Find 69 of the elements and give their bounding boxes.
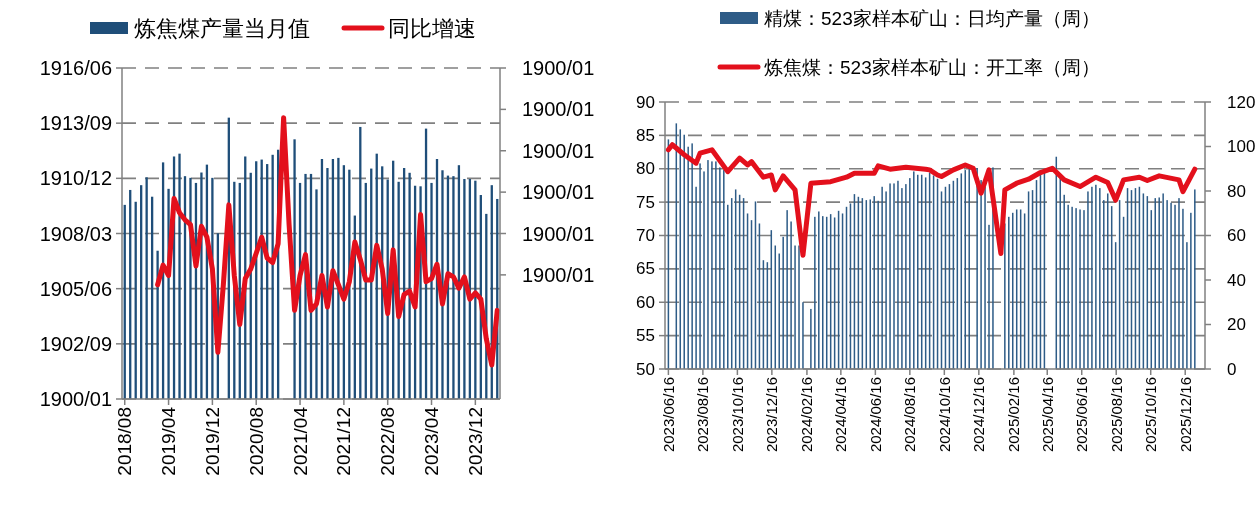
y-tick-label: 90	[636, 92, 655, 112]
text: 1916/06	[39, 57, 112, 79]
y-tick-label: 65	[636, 259, 655, 279]
y-tick-label: 55	[636, 326, 655, 346]
x-tick-label: 2024/06/16	[866, 377, 884, 453]
bar	[337, 157, 340, 399]
text: 1908/03	[39, 222, 112, 245]
text: 1900/01	[522, 139, 595, 162]
x-tick-label: 2025/10/16	[1142, 377, 1160, 453]
x-tick-label: 2021/04	[289, 406, 311, 476]
x-tick-label: 2025/04/16	[1038, 377, 1056, 453]
bar	[315, 189, 318, 399]
x-tick-label: 2024/02/16	[798, 377, 816, 453]
y2-tick-label: 0	[1227, 359, 1237, 379]
legend-label: 精煤：523家样本矿山：日均产量（周）	[764, 7, 1100, 29]
x-tick-label: 2018/08	[114, 407, 136, 476]
y2-tick-label: 100	[1227, 137, 1256, 156]
x-tick-label: 2020/08	[245, 407, 267, 476]
y-tick-label: 50	[636, 359, 655, 379]
y2-tick-label: 60	[1227, 226, 1246, 245]
x-tick-label: 2023/12/16	[763, 377, 781, 453]
x-tick-label: 2019/04	[158, 406, 180, 476]
y-tick-label: 60	[636, 292, 655, 312]
text: 1900/01	[522, 222, 595, 245]
y2-tick-label: 20	[1227, 315, 1246, 334]
text: 1900/01	[522, 57, 595, 79]
y2-tick-label: 40	[1227, 270, 1246, 290]
y2-tick-label: 120	[1227, 92, 1256, 112]
y-tick-label: 70	[636, 226, 655, 245]
x-tick-label: 2024/12/16	[970, 377, 988, 453]
y-tick-label: 85	[636, 125, 655, 145]
x-tick-label: 2025/08/16	[1107, 377, 1125, 453]
x-tick-label: 2024/04/16	[832, 377, 850, 453]
text: 1900/01	[522, 181, 595, 204]
bar	[178, 153, 181, 399]
x-tick-label: 2025/02/16	[1005, 377, 1023, 453]
x-tick-label: 2023/10/16	[728, 377, 746, 453]
x-tick-label: 2025/06/16	[1073, 377, 1091, 453]
text: 1905/06	[39, 277, 112, 300]
x-tick-label: 2024/10/16	[935, 377, 953, 453]
text: 1913/09	[39, 112, 112, 135]
x-tick-label: 2023/04	[421, 406, 443, 476]
bar	[463, 178, 466, 399]
bar	[326, 168, 329, 399]
x-tick-label: 2023/08/16	[694, 377, 712, 453]
text: 1902/09	[39, 332, 112, 355]
bar	[200, 172, 203, 399]
bar	[156, 250, 159, 399]
bar	[452, 176, 455, 399]
x-tick-label: 2025/12/16	[1176, 377, 1194, 453]
legend-label: 炼焦煤：523家样本矿山：开工率（周）	[764, 56, 1100, 78]
text: 1900/01	[522, 98, 595, 121]
text: 1910/12	[39, 167, 112, 190]
bar	[189, 177, 192, 399]
x-tick-label: 2022/08	[377, 407, 399, 476]
x-tick-label: 2021/12	[333, 407, 355, 476]
bar	[430, 182, 433, 399]
x-tick-label: 2019/12	[201, 407, 223, 476]
legend-label: 同比增速	[388, 15, 476, 41]
bar	[408, 172, 411, 399]
text: 1900/01	[39, 388, 112, 410]
x-tick-label: 2023/06/16	[659, 377, 677, 453]
x-tick-label: 2024/08/16	[901, 377, 919, 453]
y2-tick-label: 80	[1227, 181, 1246, 201]
y-tick-label: 75	[636, 192, 655, 212]
legend-label: 炼焦煤产量当月值	[134, 15, 310, 41]
text: 1900/01	[522, 263, 595, 286]
y-tick-label: 80	[636, 159, 655, 179]
x-tick-label: 2023/12	[464, 407, 486, 476]
